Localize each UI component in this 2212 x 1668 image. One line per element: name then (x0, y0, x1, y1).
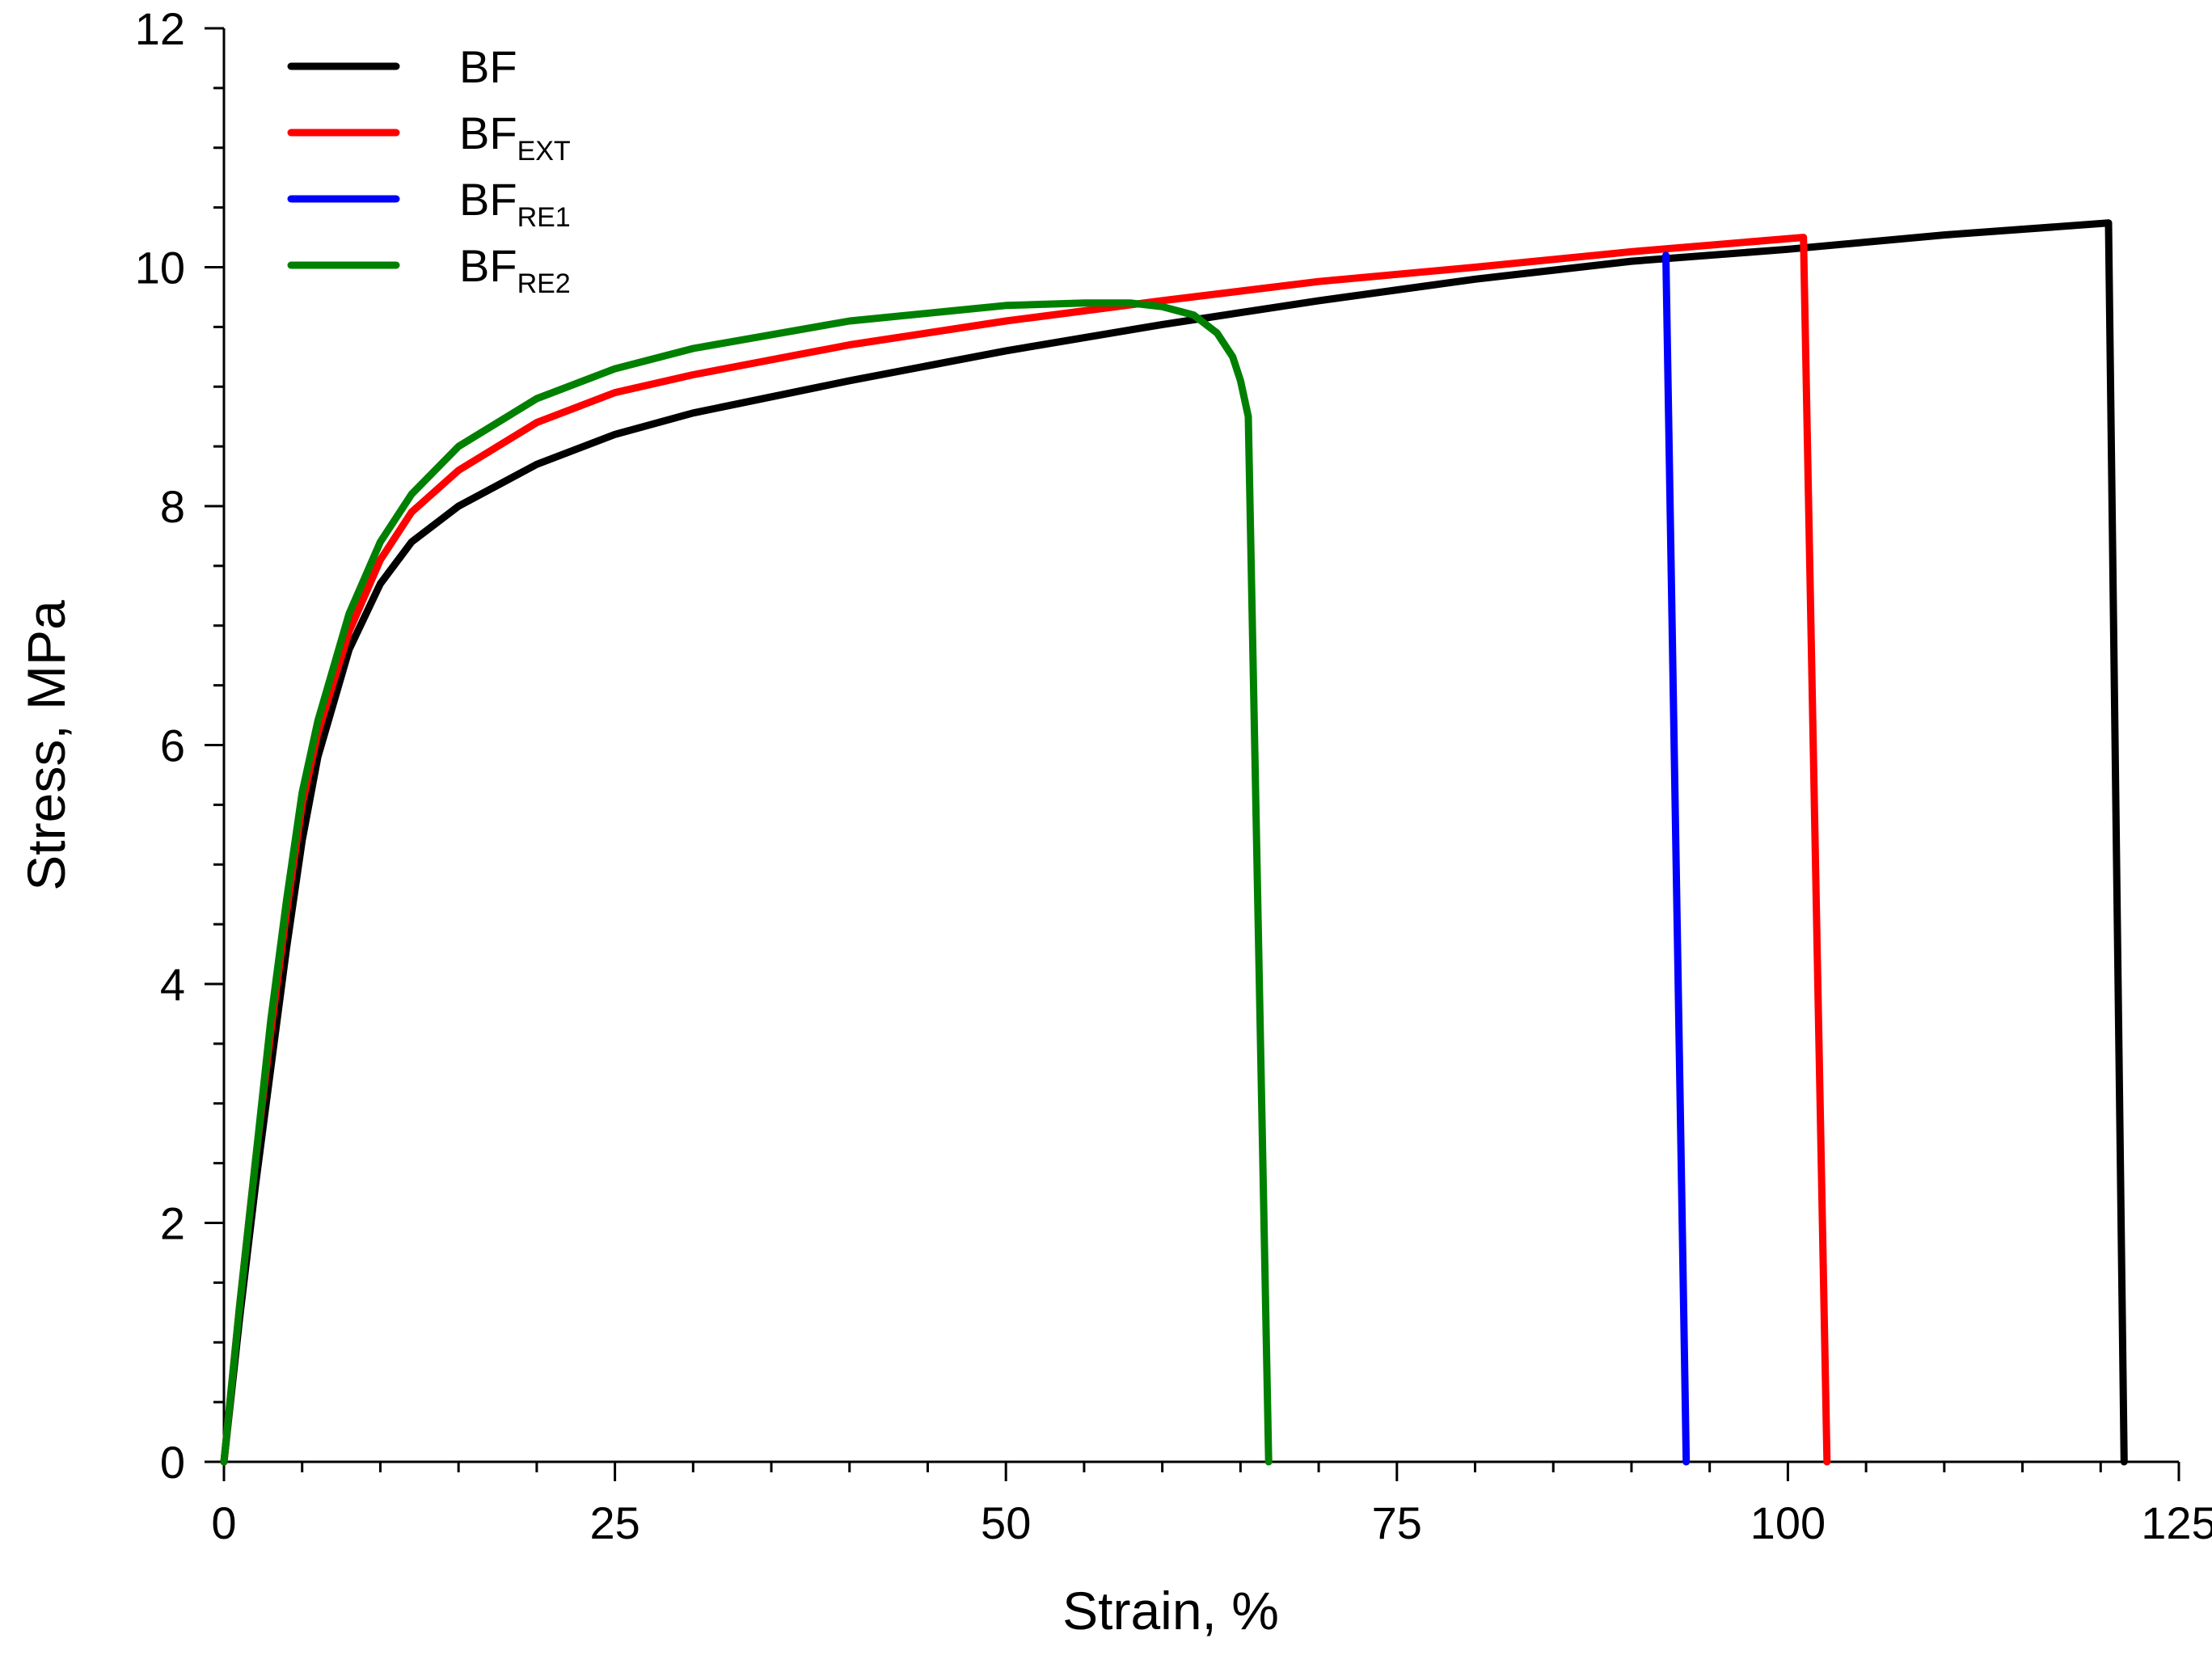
x-tick-label: 100 (1750, 1497, 1826, 1548)
x-tick-label: 50 (981, 1497, 1031, 1548)
legend: BF BFEXT BFRE1 BFRE2 (287, 41, 571, 299)
legend-label-bf-ext: BFEXT (459, 108, 571, 167)
x-tick-label: 125 (2141, 1497, 2212, 1548)
series-line-bf-ext (220, 234, 1831, 1466)
y-tick-label: 2 (160, 1198, 185, 1249)
y-tick-label: 6 (160, 720, 185, 771)
legend-label-bf-re1: BFRE1 (459, 174, 571, 233)
series-line-bf-re2 (220, 299, 1273, 1466)
x-axis-title: Strain, % (1062, 1581, 1279, 1641)
series-line-bf (220, 219, 2128, 1466)
legend-label-bf: BF (459, 41, 517, 92)
x-tick-label: 25 (589, 1497, 640, 1548)
ticks: 0 25 50 75 100 125 0 2 4 6 8 10 12 (135, 3, 2212, 1548)
y-axis-title: Stress, MPa (16, 600, 76, 891)
y-tick-label: 12 (135, 3, 185, 54)
y-tick-label: 0 (160, 1437, 185, 1488)
y-tick-label: 8 (160, 481, 185, 532)
series-lines (220, 219, 2128, 1466)
y-tick-label: 10 (135, 243, 185, 293)
y-tick-label: 4 (160, 959, 185, 1010)
legend-label-bf-re2: BFRE2 (459, 240, 571, 299)
series-line-bf-re1 (1662, 251, 1691, 1466)
x-tick-label: 0 (211, 1497, 236, 1548)
x-tick-label: 75 (1372, 1497, 1422, 1548)
